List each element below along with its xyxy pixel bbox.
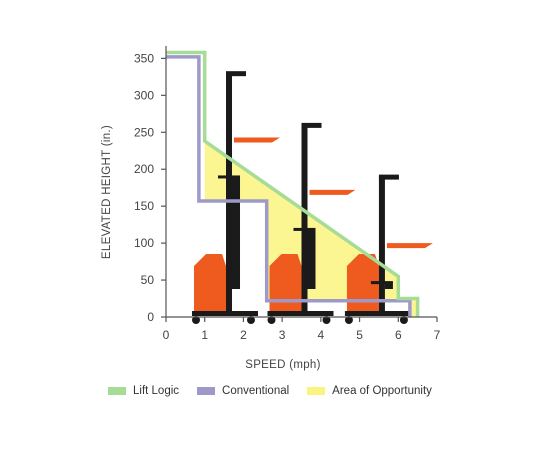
y-tick-label: 100 — [134, 236, 154, 250]
forklift-base — [344, 311, 411, 316]
legend-label-conventional: Conventional — [222, 385, 290, 397]
forklift-fork — [386, 243, 433, 249]
x-tick-label: 2 — [240, 328, 247, 342]
forklift-mast — [301, 124, 308, 311]
forklift-base — [192, 311, 259, 316]
axes: 0 50 100 150 200 250 300 350 0 1 2 3 4 5 6 7 — [134, 46, 441, 342]
forklift-wheel — [267, 316, 276, 324]
forklift-wheel — [322, 316, 331, 324]
y-tick-label: 50 — [141, 273, 155, 287]
forklift-wheel — [399, 316, 408, 324]
legend-label-area-of-opportunity: Area of Opportunity — [332, 385, 432, 397]
y-tick-label: 250 — [134, 125, 154, 139]
forklift-body — [194, 266, 227, 311]
forklift-handle — [293, 227, 308, 231]
forklift-body — [346, 266, 379, 311]
legend-swatch-lift-logic — [108, 387, 126, 395]
legend-swatch-conventional — [197, 387, 216, 395]
forklift-mast — [226, 73, 233, 312]
legend: Lift Logic Conventional Area of Opportun… — [108, 385, 450, 397]
forklift-mast — [378, 176, 385, 311]
x-tick-label: 5 — [356, 328, 363, 342]
forklift-wheel — [192, 316, 201, 324]
x-tick-label: 6 — [395, 328, 402, 342]
y-tick-label: 150 — [134, 199, 154, 213]
y-tick-label: 0 — [147, 310, 154, 324]
x-tick-label: 3 — [279, 328, 286, 342]
forklift-inner-mast — [384, 281, 393, 289]
legend-item-conventional: Conventional — [197, 385, 289, 397]
legend-swatch-area-of-opportunity — [307, 387, 326, 395]
forklift-handle — [218, 175, 233, 179]
legend-item-area-of-opportunity: Area of Opportunity — [307, 385, 432, 397]
plot-area — [166, 50, 433, 324]
forklift-handle — [370, 281, 385, 285]
forklift-wheel — [247, 316, 256, 324]
forklift-mast-top — [226, 71, 247, 77]
legend-label-lift-logic: Lift Logic — [133, 385, 180, 397]
forklift-canopy — [194, 254, 227, 266]
forklift-inner-mast — [232, 175, 241, 289]
x-tick-label: 7 — [434, 328, 441, 342]
forklift-1 — [192, 71, 281, 324]
forklift-wheel — [344, 316, 353, 324]
legend-item-lift-logic: Lift Logic — [108, 385, 179, 397]
forklift-canopy — [269, 254, 302, 266]
y-tick-label: 350 — [134, 51, 154, 65]
x-axis-title: SPEED (mph) — [245, 359, 321, 371]
conventional-line — [166, 55, 412, 317]
y-axis-title: ELEVATED HEIGHT (in.) — [101, 125, 113, 259]
lift-logic-line — [166, 50, 420, 317]
forklift-mast-top — [301, 122, 322, 128]
x-tick-label: 0 — [163, 328, 170, 342]
y-tick-label: 200 — [134, 162, 154, 176]
forklift-fork — [309, 189, 356, 195]
forklift-inner-mast — [307, 227, 316, 289]
y-tick-label: 300 — [134, 88, 154, 102]
forklift-body — [269, 266, 302, 311]
forklift-2 — [267, 122, 356, 324]
forklift-fork — [234, 137, 281, 143]
forklift-mast-top — [378, 174, 399, 180]
x-tick-label: 1 — [201, 328, 208, 342]
forklift-base — [267, 311, 334, 316]
x-tick-label: 4 — [318, 328, 325, 342]
